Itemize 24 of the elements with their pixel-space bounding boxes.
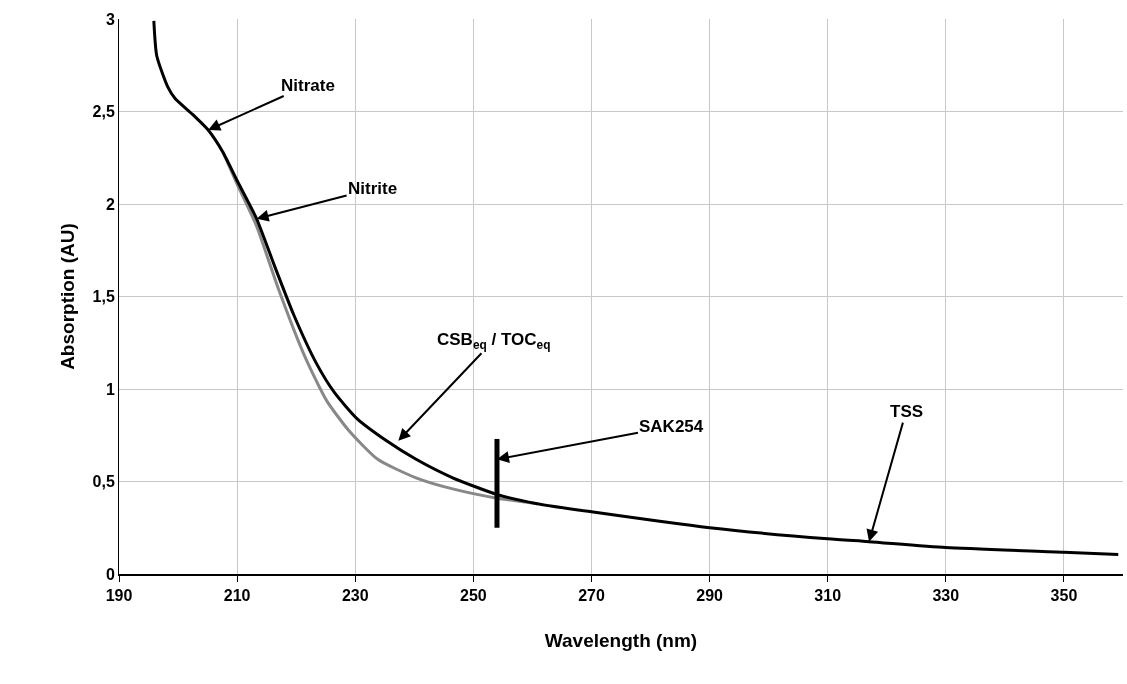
annotation: TSS bbox=[890, 402, 924, 421]
y-tick-label: 2 bbox=[105, 195, 115, 213]
annotation: CSB$_{eq}$ / TOC$_{eq}$ bbox=[437, 330, 551, 352]
y-tick-label: 1,5 bbox=[92, 288, 115, 306]
x-tick-label: 350 bbox=[1050, 587, 1078, 605]
x-tick-label: 250 bbox=[460, 587, 487, 605]
y-tick-label: 3 bbox=[105, 10, 115, 28]
annotation: SAK254 bbox=[639, 417, 704, 436]
y-tick-label: 1 bbox=[105, 380, 115, 398]
x-tick-label: 270 bbox=[578, 587, 605, 605]
x-tick-label: 230 bbox=[341, 587, 369, 605]
x-tick-label: 330 bbox=[932, 587, 960, 605]
x-axis-title: Wavelength (nm) bbox=[544, 629, 698, 651]
y-tick-label: 0,5 bbox=[92, 473, 115, 491]
y-tick-label: 2,5 bbox=[92, 103, 115, 121]
y-tick-label: 0 bbox=[105, 565, 115, 583]
x-tick-label: 210 bbox=[223, 587, 251, 605]
line-series bbox=[152, 19, 1120, 557]
annotation: Nitrite bbox=[348, 179, 398, 198]
y-axis-title: Absorption (AU) bbox=[57, 223, 79, 370]
x-tick-label: 290 bbox=[696, 587, 724, 605]
annotation: Nitrate bbox=[281, 76, 335, 95]
x-tick-label: 310 bbox=[814, 587, 842, 605]
x-tick-label: 190 bbox=[105, 587, 133, 605]
